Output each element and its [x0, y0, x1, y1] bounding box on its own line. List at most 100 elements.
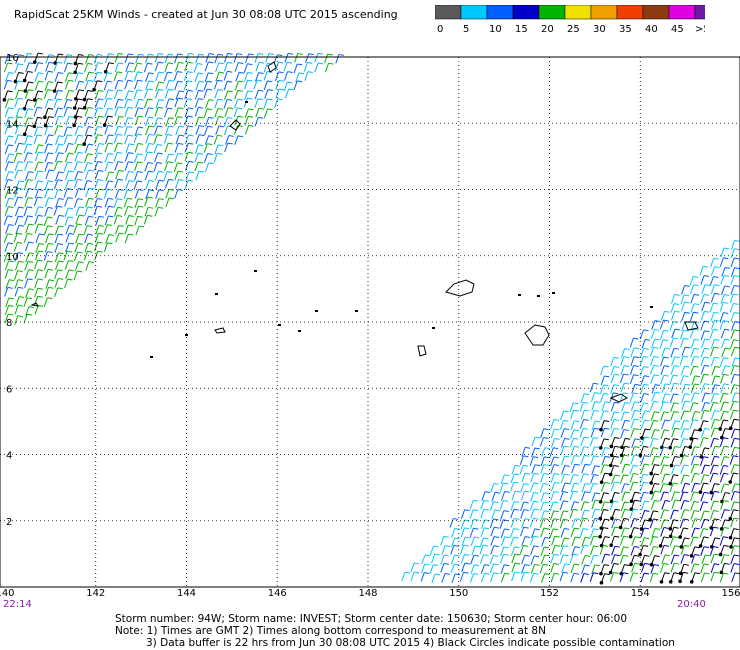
wind-barb	[650, 464, 660, 474]
wind-barb	[54, 72, 64, 82]
wind-barb	[500, 546, 509, 557]
wind-barb	[54, 225, 64, 236]
wind-barb	[660, 429, 670, 440]
wind-barb	[65, 116, 74, 126]
wind-barb	[224, 107, 234, 117]
wind-barb	[93, 71, 103, 82]
wind-barb	[510, 473, 520, 484]
wind-barb	[144, 98, 153, 109]
wind-barb	[185, 160, 194, 171]
contamination-dot	[53, 61, 58, 65]
wind-barb	[134, 198, 144, 208]
wind-barb	[123, 126, 133, 136]
wind-barb	[520, 490, 530, 501]
wind-barb	[660, 491, 669, 502]
wind-barb	[205, 162, 214, 172]
wind-barb	[54, 252, 64, 262]
wind-barb	[660, 411, 669, 421]
wind-barb	[679, 375, 689, 385]
wind-barb	[579, 517, 589, 528]
wind-barb	[55, 152, 64, 162]
wind-barb	[153, 161, 163, 172]
wind-barb	[223, 52, 233, 63]
wind-barb	[640, 509, 650, 520]
wind-barb	[581, 491, 590, 501]
wind-barb	[611, 474, 620, 485]
wind-barb	[254, 53, 264, 63]
wind-barb	[710, 356, 720, 367]
wind-barb	[541, 536, 550, 547]
wind-barb	[690, 463, 700, 474]
wind-barb	[24, 171, 34, 181]
wind-barb	[54, 179, 63, 189]
wind-barb	[630, 527, 639, 537]
wind-barb	[730, 311, 740, 322]
wind-barb	[4, 124, 14, 135]
wind-barb	[550, 428, 560, 439]
island-outline	[684, 321, 699, 331]
contamination-dot	[638, 552, 642, 557]
wind-barb	[570, 501, 580, 511]
wind-barb	[629, 508, 639, 519]
wind-barb	[285, 88, 294, 99]
wind-barb	[73, 178, 83, 189]
wind-barb	[630, 454, 640, 465]
wind-barb	[659, 483, 669, 493]
time-left-label: 22:14	[3, 599, 32, 610]
wind-barb	[63, 62, 73, 73]
wind-barb	[520, 571, 530, 582]
note-line-1: Note: 1) Times are GMT 2) Times along bo…	[115, 625, 546, 637]
wind-barb	[710, 338, 720, 349]
wind-barb	[591, 465, 600, 475]
contamination-dot	[640, 436, 644, 440]
wind-barb	[104, 205, 114, 216]
wind-barb	[44, 107, 54, 118]
wind-speed-colorbar: 0 5 10 15 20 25 30 35 40 45 >50 knots	[435, 5, 705, 35]
wind-barb	[580, 501, 590, 511]
wind-barb	[699, 501, 709, 512]
wind-barb	[35, 233, 45, 244]
wind-barb	[661, 347, 670, 358]
time-right-label: 20:40	[677, 599, 706, 610]
wind-barb	[640, 527, 650, 538]
wind-barb	[649, 545, 659, 556]
wind-barb	[74, 134, 84, 145]
wind-barb	[591, 420, 601, 431]
wind-barb	[155, 198, 164, 208]
wind-barb	[729, 293, 739, 304]
wind-barb	[223, 80, 233, 91]
wind-barb	[539, 501, 549, 512]
wind-barb	[74, 187, 84, 198]
wind-barb	[203, 143, 213, 153]
wind-barb	[729, 472, 739, 483]
wind-barb	[45, 279, 55, 289]
wind-barb	[639, 491, 649, 502]
wind-barb	[195, 53, 204, 64]
contamination-dot	[668, 445, 672, 450]
wind-barb	[710, 292, 720, 303]
wind-barb	[569, 474, 579, 484]
wind-barb	[621, 402, 630, 412]
wind-barb	[689, 328, 699, 339]
wind-barb	[611, 491, 620, 502]
wind-barb	[681, 311, 690, 322]
contamination-dot	[649, 481, 653, 485]
wind-barb	[54, 277, 64, 288]
wind-barb	[114, 98, 124, 109]
storm-info-line: Storm number: 94W; Storm name: INVEST; S…	[115, 613, 628, 625]
wind-barb	[690, 500, 699, 511]
wind-barb	[14, 169, 23, 180]
wind-barb	[629, 572, 639, 582]
wind-barb	[581, 483, 591, 493]
wind-barb	[44, 286, 54, 297]
wind-barb	[711, 445, 720, 456]
wind-barb	[124, 70, 134, 81]
wind-barb	[34, 304, 44, 315]
wind-barb	[233, 53, 243, 63]
wind-barb	[690, 284, 699, 294]
wind-barb	[600, 375, 610, 386]
contamination-dot	[608, 463, 613, 468]
wind-barb	[620, 348, 630, 358]
wind-barb	[510, 501, 520, 511]
wind-barb	[610, 365, 620, 376]
